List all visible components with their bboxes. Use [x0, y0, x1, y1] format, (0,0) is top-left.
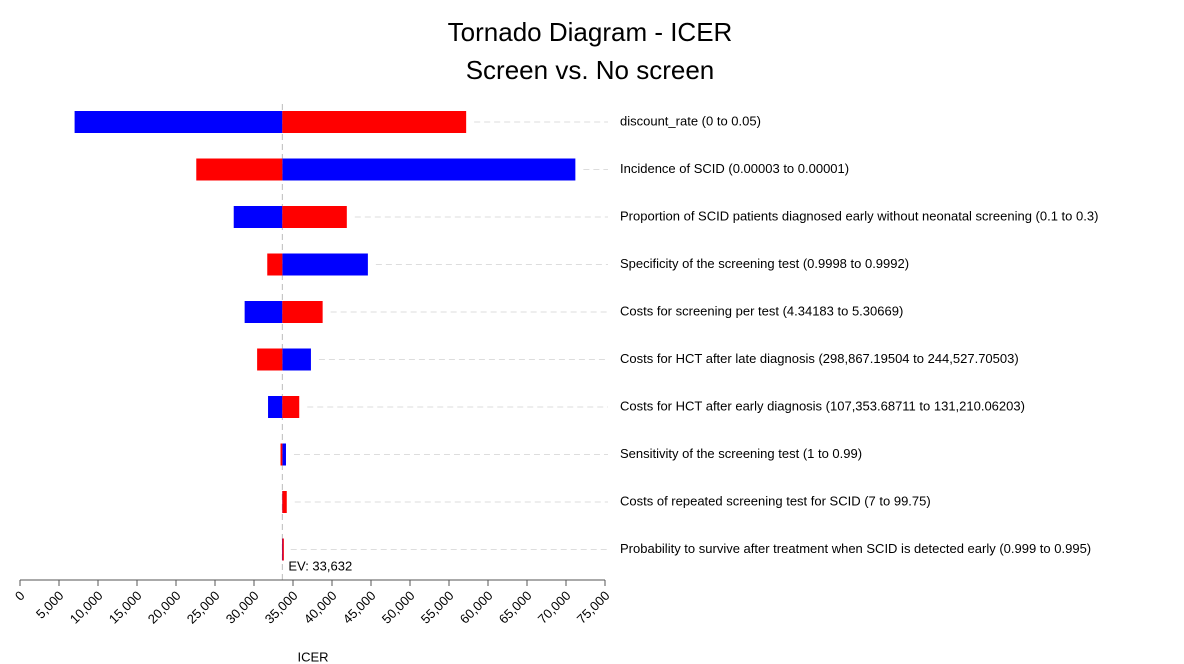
x-tick-label: 30,000 — [223, 588, 262, 627]
bar — [233, 206, 283, 228]
bar — [282, 538, 284, 561]
x-tick-label: 60,000 — [457, 588, 496, 627]
x-tick-label: 25,000 — [184, 588, 223, 627]
x-tick-label: 15,000 — [106, 588, 145, 627]
x-tick-label: 5,000 — [33, 588, 67, 622]
bar — [282, 491, 287, 513]
category-label: Costs for HCT after late diagnosis (298,… — [620, 351, 1019, 366]
bar — [282, 396, 300, 418]
bar — [267, 253, 283, 276]
x-tick-label: 45,000 — [340, 588, 379, 627]
x-tick-label: 75,000 — [574, 588, 613, 627]
bar — [268, 396, 283, 418]
bar — [74, 111, 283, 133]
x-tick-label: 55,000 — [418, 588, 457, 627]
category-label: Incidence of SCID (0.00003 to 0.00001) — [620, 161, 849, 176]
bar — [257, 348, 283, 371]
bar — [244, 301, 283, 323]
x-tick-label: 50,000 — [379, 588, 418, 627]
category-label: Costs for screening per test (4.34183 to… — [620, 303, 903, 318]
bar — [282, 301, 323, 323]
bar — [282, 253, 368, 276]
bar — [282, 443, 286, 466]
category-label: Probability to survive after treatment w… — [620, 541, 1091, 556]
bar — [280, 443, 283, 466]
bar — [282, 206, 347, 228]
x-tick-label: 40,000 — [301, 588, 340, 627]
category-label: Sensitivity of the screening test (1 to … — [620, 446, 862, 461]
baseline-label: EV: 33,632 — [288, 558, 352, 573]
category-label: Costs of repeated screening test for SCI… — [620, 493, 931, 508]
chart-title: Tornado Diagram - ICER — [448, 17, 733, 47]
x-axis-label: ICER — [297, 649, 328, 664]
chart-subtitle: Screen vs. No screen — [466, 55, 715, 85]
category-label: Specificity of the screening test (0.999… — [620, 256, 909, 271]
x-tick-label: 65,000 — [496, 588, 535, 627]
x-tick-label: 20,000 — [145, 588, 184, 627]
category-label: Costs for HCT after early diagnosis (107… — [620, 398, 1025, 413]
bar — [282, 348, 311, 371]
bar — [282, 158, 576, 181]
x-tick-label: 70,000 — [535, 588, 574, 627]
category-label: discount_rate (0 to 0.05) — [620, 113, 761, 128]
x-tick-label: 0 — [12, 588, 28, 604]
bar — [282, 111, 467, 133]
bar — [196, 158, 283, 181]
category-label: Proportion of SCID patients diagnosed ea… — [620, 208, 1098, 223]
x-tick-label: 35,000 — [262, 588, 301, 627]
x-tick-label: 10,000 — [67, 588, 106, 627]
